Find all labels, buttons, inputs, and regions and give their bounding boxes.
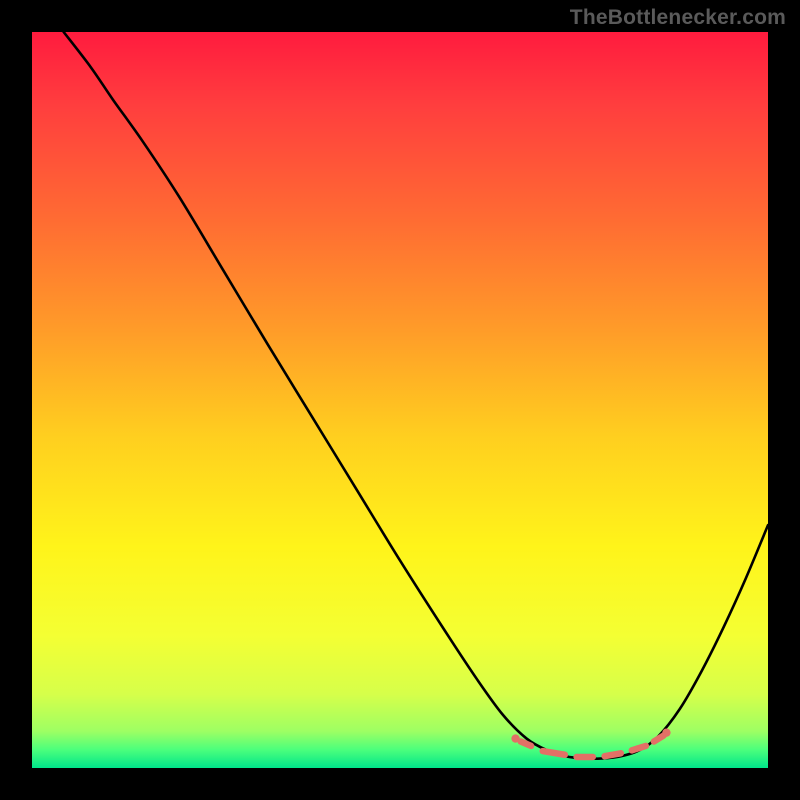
valley-dot (662, 728, 670, 736)
chart-svg (32, 32, 768, 768)
watermark-text: TheBottlenecker.com (570, 6, 786, 30)
valley-marker-segment (632, 746, 646, 750)
plot-area (32, 32, 768, 768)
valley-marker-segment (605, 753, 621, 756)
valley-marker-segment (521, 742, 531, 746)
valley-marker-segment (543, 751, 565, 755)
figure-root: TheBottlenecker.com (0, 0, 800, 800)
valley-dot (511, 734, 519, 742)
